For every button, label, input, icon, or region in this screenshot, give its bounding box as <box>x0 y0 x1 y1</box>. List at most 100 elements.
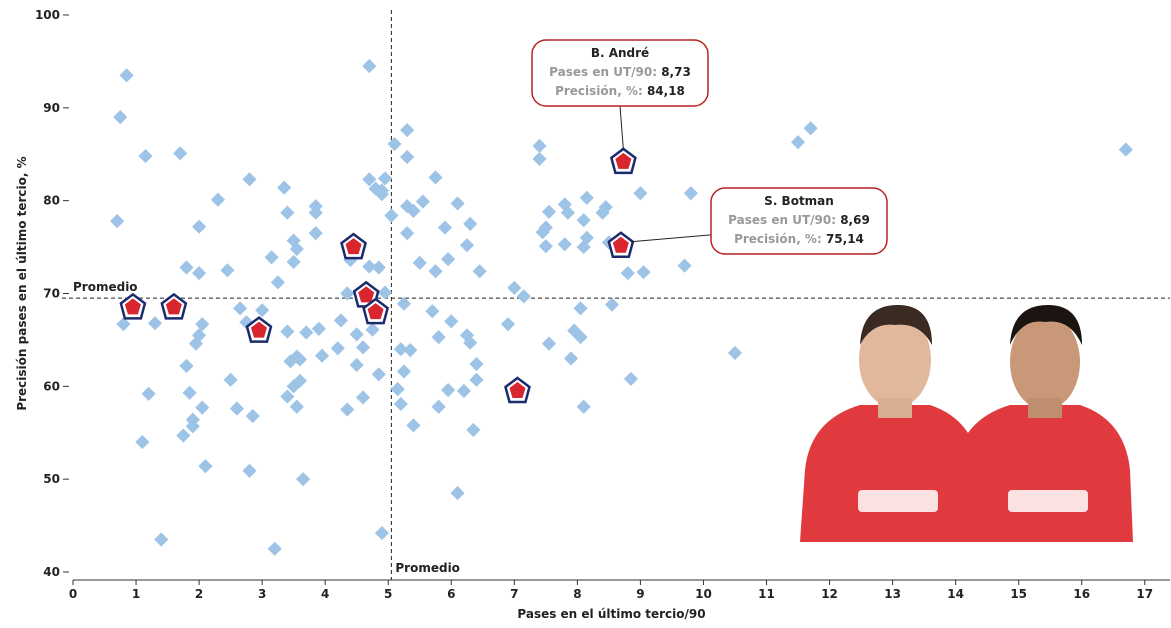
data-point <box>280 205 295 220</box>
annotation-value: 8,73 <box>661 65 691 79</box>
data-point <box>412 255 427 270</box>
data-point <box>173 146 188 161</box>
data-point <box>507 280 522 296</box>
x-axis-title: Pases en el último tercio/90 <box>517 607 705 621</box>
data-point <box>790 135 806 150</box>
x-tick-label: 8 <box>573 587 581 601</box>
data-point <box>450 196 465 211</box>
x-tick-label: 5 <box>384 587 392 601</box>
data-point <box>179 260 194 275</box>
data-point <box>277 180 292 195</box>
annotation-box <box>531 39 709 107</box>
data-point <box>378 285 393 300</box>
annotation-label: Pases en UT/90: <box>728 213 836 227</box>
x-tick-label: 13 <box>884 587 901 601</box>
data-point <box>355 340 371 355</box>
data-point <box>516 289 531 304</box>
data-point <box>431 330 446 345</box>
data-point <box>192 328 207 343</box>
annotation-label: Precisión, %: <box>734 232 822 246</box>
x-tick-label: 6 <box>447 587 455 601</box>
y-tick-label: 70 <box>43 287 60 301</box>
data-point <box>220 263 235 278</box>
highlight-point-inner <box>358 286 375 303</box>
data-point <box>141 386 156 401</box>
data-point <box>242 463 257 478</box>
x-tick-label: 12 <box>821 587 838 601</box>
data-point <box>362 259 377 274</box>
data-point <box>633 186 648 201</box>
data-point <box>154 532 169 547</box>
data-point <box>355 390 371 405</box>
data-point <box>192 219 207 234</box>
data-point <box>255 303 270 318</box>
data-point <box>378 171 393 186</box>
data-point <box>406 203 421 218</box>
data-point <box>349 357 364 373</box>
data-point <box>267 541 282 556</box>
data-point <box>573 330 588 345</box>
data-point <box>598 200 613 215</box>
data-point <box>374 525 389 541</box>
data-point <box>576 399 591 414</box>
data-point <box>119 68 134 83</box>
data-point <box>541 204 557 219</box>
data-point <box>110 214 125 229</box>
x-tick-label: 4 <box>321 587 329 601</box>
x-tick-label: 15 <box>1010 587 1027 601</box>
data-point <box>195 400 210 415</box>
data-point <box>469 356 484 372</box>
data-point <box>198 459 213 474</box>
data-point <box>444 314 459 329</box>
highlight-point-inner <box>612 236 629 253</box>
data-point <box>576 213 591 228</box>
data-point <box>390 382 405 397</box>
data-point <box>1118 142 1133 157</box>
x-tick-label: 14 <box>947 587 964 601</box>
data-point <box>242 172 257 187</box>
data-point <box>573 301 588 316</box>
highlight-point-inner <box>367 303 384 320</box>
data-point <box>532 151 547 166</box>
data-point <box>560 205 575 220</box>
data-point <box>677 258 692 273</box>
data-point <box>314 348 330 363</box>
data-point <box>371 260 386 275</box>
data-point <box>463 335 478 350</box>
data-point <box>138 149 153 164</box>
annotation-line: Precisión, %: 84,18 <box>555 84 685 98</box>
x-tick-label: 10 <box>695 587 712 601</box>
data-point <box>365 322 380 337</box>
data-point <box>116 317 131 332</box>
data-point <box>135 434 150 450</box>
data-point <box>557 237 572 252</box>
data-point <box>182 385 197 400</box>
data-point <box>604 297 620 312</box>
x-tick-label: 16 <box>1073 587 1090 601</box>
data-point <box>289 241 304 257</box>
data-point <box>210 192 226 207</box>
data-point <box>176 428 191 443</box>
annotation-title: S. Botman <box>764 194 834 208</box>
data-point <box>541 336 557 351</box>
data-point <box>532 138 547 153</box>
data-point <box>437 220 453 235</box>
y-tick-label: 40 <box>43 565 60 579</box>
annotation-value: 75,14 <box>826 232 864 246</box>
data-point <box>340 286 355 301</box>
x-tick-label: 17 <box>1136 587 1153 601</box>
data-point <box>400 226 415 241</box>
data-point <box>308 199 323 214</box>
data-point <box>636 265 651 280</box>
data-point <box>431 399 446 414</box>
data-point <box>192 266 207 281</box>
data-point <box>425 304 440 319</box>
data-point <box>620 266 635 281</box>
data-point <box>296 472 311 487</box>
data-point <box>400 123 415 138</box>
annotation-label: Precisión, %: <box>555 84 643 98</box>
data-point <box>428 264 443 279</box>
data-point <box>384 208 399 223</box>
data-point <box>428 170 443 185</box>
